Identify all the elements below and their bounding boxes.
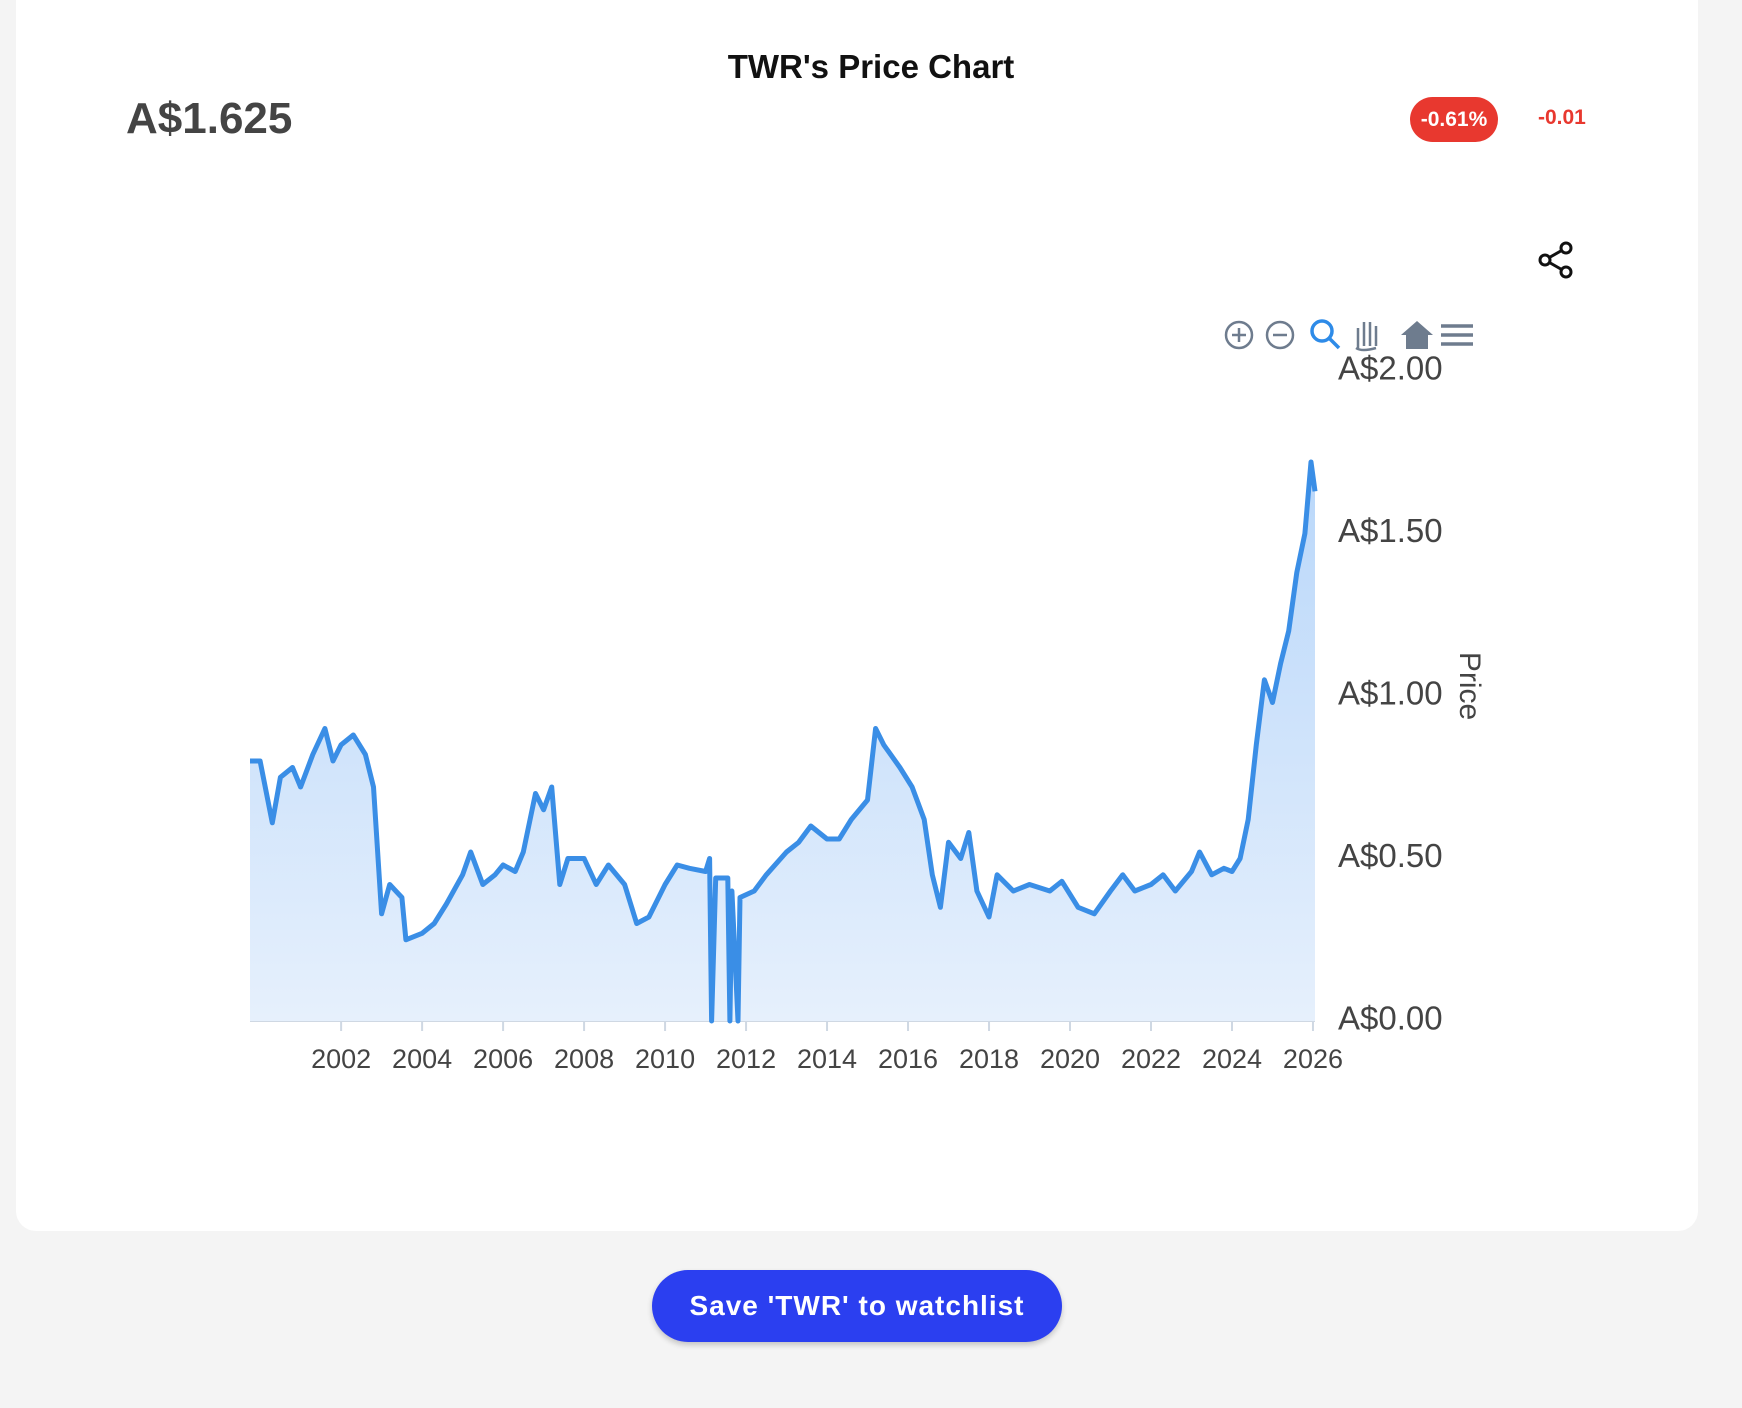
y-tick-label: A$1.00 xyxy=(1338,675,1443,712)
pan-icon[interactable] xyxy=(1355,322,1378,352)
x-tick-label: 2024 xyxy=(1202,1044,1262,1074)
x-tick-label: 2020 xyxy=(1040,1044,1100,1074)
change: -0.01 xyxy=(1538,106,1586,129)
area xyxy=(250,462,1315,1021)
zoom-in-icon[interactable] xyxy=(1224,320,1254,350)
y-tick-label: A$1.50 xyxy=(1338,512,1443,549)
zoom-out-icon[interactable] xyxy=(1265,320,1295,350)
y-tick-label: A$2.00 xyxy=(1338,350,1443,387)
chart-title: TWR's Price Chart xyxy=(727,48,1015,85)
y-tick-label: A$0.00 xyxy=(1338,1000,1443,1037)
watchlist-button[interactable]: Save 'TWR' to watchlist xyxy=(652,1270,1062,1342)
x-tick-label: 2006 xyxy=(473,1044,533,1074)
menu-icon[interactable] xyxy=(1441,324,1473,346)
share-icon[interactable] xyxy=(1538,241,1573,279)
x-tick-label: 2002 xyxy=(311,1044,371,1074)
x-tick-label: 2022 xyxy=(1121,1044,1181,1074)
price-line xyxy=(250,459,1318,1024)
zoom-select-icon[interactable] xyxy=(1310,319,1341,350)
home-icon[interactable] xyxy=(1401,321,1433,349)
price: A$1.625 xyxy=(126,94,293,143)
x-tick-label: 2018 xyxy=(959,1044,1019,1074)
x-tick-label: 2026 xyxy=(1283,1044,1343,1074)
x-tick-label: 2010 xyxy=(635,1044,695,1074)
y-tick-label: A$0.50 xyxy=(1338,837,1443,874)
chart: Price A$0.00 A$0.50 A$1.00 A$1.50 A$2.00 2002… xyxy=(250,241,1573,1074)
x-tick-label: 2012 xyxy=(716,1044,776,1074)
change-percent: -0.61% xyxy=(1410,97,1498,142)
x-tick-label: 2008 xyxy=(554,1044,614,1074)
x-tick-label: 2016 xyxy=(878,1044,938,1074)
y-axis-label: Price xyxy=(1453,652,1486,720)
chart-card xyxy=(16,0,1698,1231)
x-tick-label: 2004 xyxy=(392,1044,452,1074)
x-tick-label: 2014 xyxy=(797,1044,857,1074)
